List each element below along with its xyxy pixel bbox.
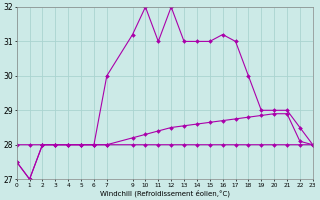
- X-axis label: Windchill (Refroidissement éolien,°C): Windchill (Refroidissement éolien,°C): [100, 189, 230, 197]
